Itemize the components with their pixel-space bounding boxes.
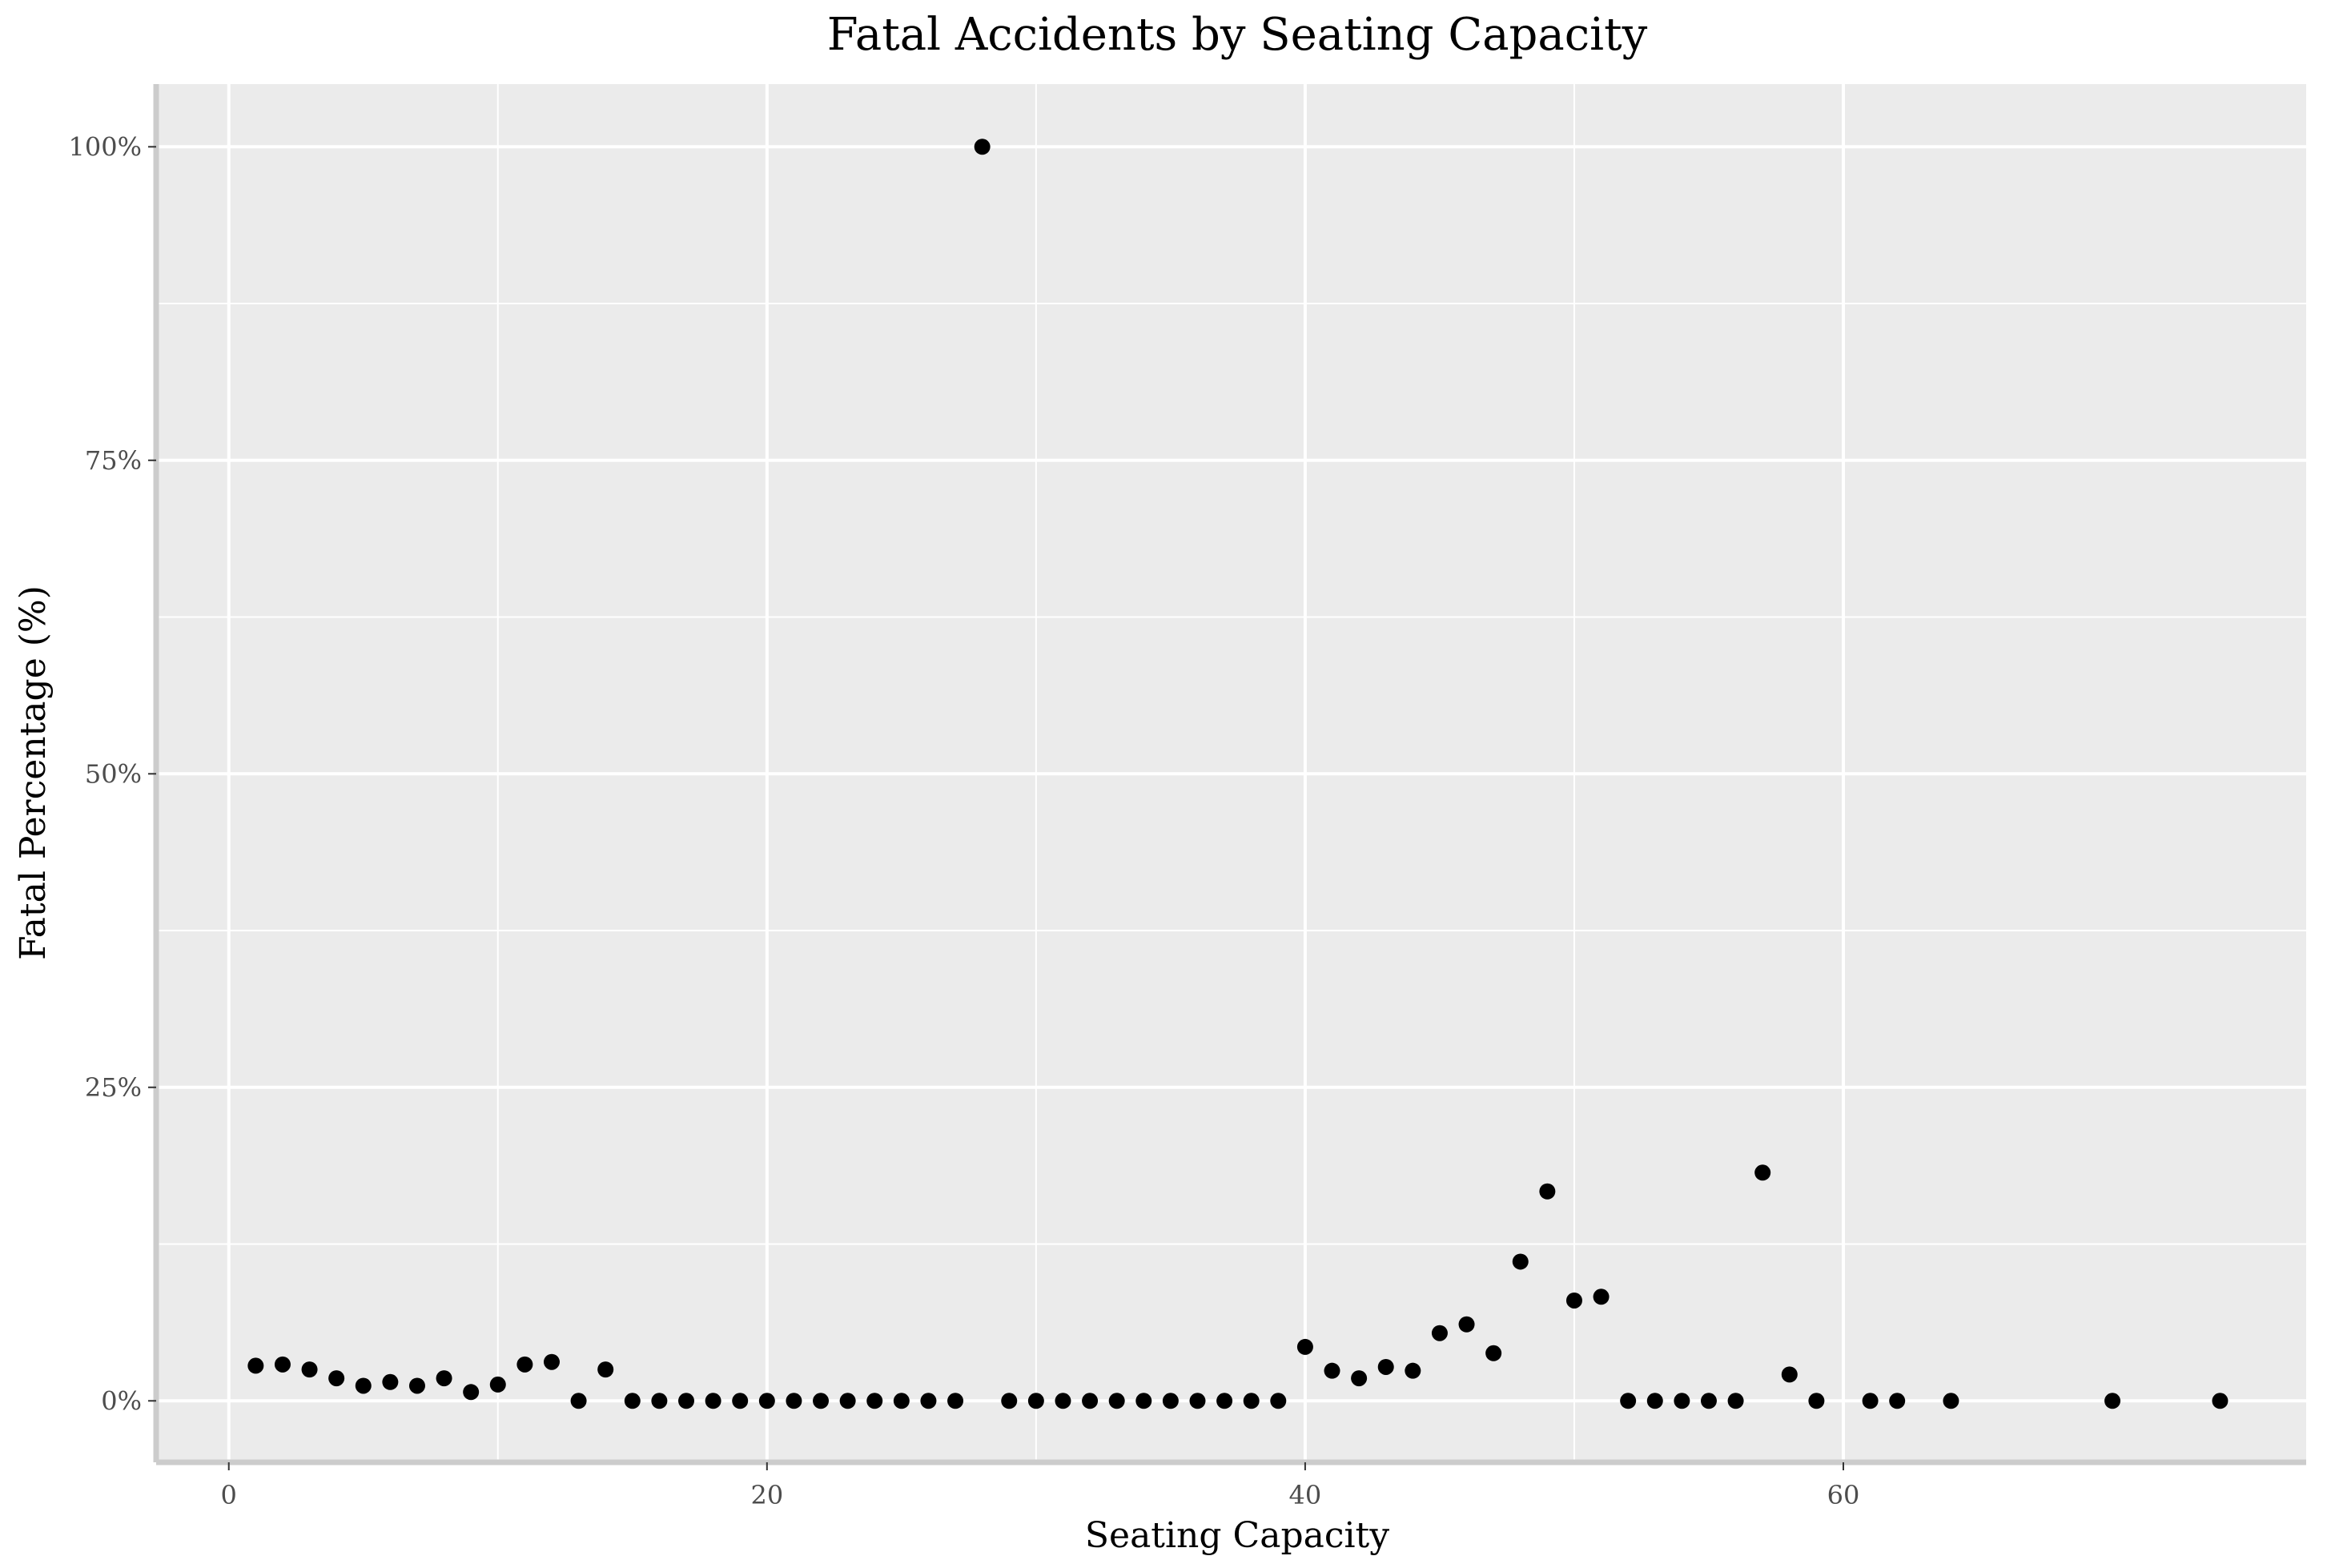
data-point [786,1393,802,1409]
data-point [274,1356,291,1373]
y-tick-label: 75% [85,445,142,476]
data-point [1001,1393,1018,1409]
data-point [1296,1338,1313,1355]
data-point [489,1376,506,1393]
data-point [382,1373,399,1390]
data-point [1243,1393,1260,1409]
data-point [1216,1393,1233,1409]
x-tick-label: 20 [750,1480,783,1510]
data-point [1270,1393,1287,1409]
data-point [597,1361,614,1378]
data-point [543,1353,560,1370]
data-point [705,1393,721,1409]
data-point [1082,1393,1099,1409]
data-point [1539,1183,1556,1200]
data-point [1431,1325,1448,1341]
data-point [1405,1362,1421,1379]
data-point [1943,1393,1959,1409]
data-point [1108,1393,1125,1409]
data-point [758,1393,775,1409]
data-point [2212,1393,2229,1409]
chart-title: Fatal Accidents by Seating Capacity [827,9,1648,61]
data-point [1862,1393,1879,1409]
y-axis-ticks: 0% 25% 50% 75% 100% [69,131,156,1416]
data-point [1055,1393,1071,1409]
x-tick-label: 40 [1289,1480,1322,1510]
data-point [920,1393,937,1409]
data-point [1324,1362,1340,1379]
y-tick-label: 50% [85,758,142,789]
data-point [1377,1358,1394,1375]
data-point [1512,1253,1529,1270]
data-point [813,1393,830,1409]
data-point [247,1357,264,1374]
data-point [408,1377,425,1394]
data-point [463,1384,480,1401]
data-point [436,1370,452,1387]
data-point [1727,1393,1744,1409]
data-point [516,1356,533,1373]
data-point [1351,1370,1368,1387]
data-point [1646,1393,1663,1409]
data-point [570,1393,587,1409]
data-point [1781,1366,1798,1383]
data-point [947,1393,964,1409]
data-point [1189,1393,1206,1409]
y-tick-label: 25% [85,1072,142,1103]
data-point [1458,1316,1475,1333]
y-axis-label: Fatal Percentage (%) [13,585,54,960]
data-point [1620,1393,1637,1409]
data-point [2104,1393,2121,1409]
data-point [866,1393,883,1409]
data-point [624,1393,641,1409]
x-axis-label: Seating Capacity [1085,1515,1389,1556]
x-tick-label: 60 [1827,1480,1860,1510]
y-tick-label: 100% [69,131,142,162]
data-point [301,1361,318,1378]
data-point [1808,1393,1825,1409]
data-point [1135,1393,1152,1409]
data-point [1162,1393,1179,1409]
data-point [651,1393,668,1409]
data-point [1674,1393,1690,1409]
data-points [247,139,2229,1409]
data-point [355,1377,372,1394]
data-point [1754,1164,1771,1181]
data-point [1565,1292,1582,1309]
data-point [1700,1393,1717,1409]
data-point [893,1393,910,1409]
data-point [1485,1345,1502,1361]
x-axis-ticks: 0 20 40 60 [221,1462,1860,1510]
data-point [1593,1289,1610,1305]
x-tick-label: 0 [221,1480,237,1510]
data-point [678,1393,695,1409]
data-point [1889,1393,1906,1409]
data-point [328,1370,345,1387]
data-point [732,1393,749,1409]
data-point [839,1393,856,1409]
data-point [974,139,991,155]
y-tick-label: 0% [101,1385,142,1416]
data-point [1027,1393,1044,1409]
